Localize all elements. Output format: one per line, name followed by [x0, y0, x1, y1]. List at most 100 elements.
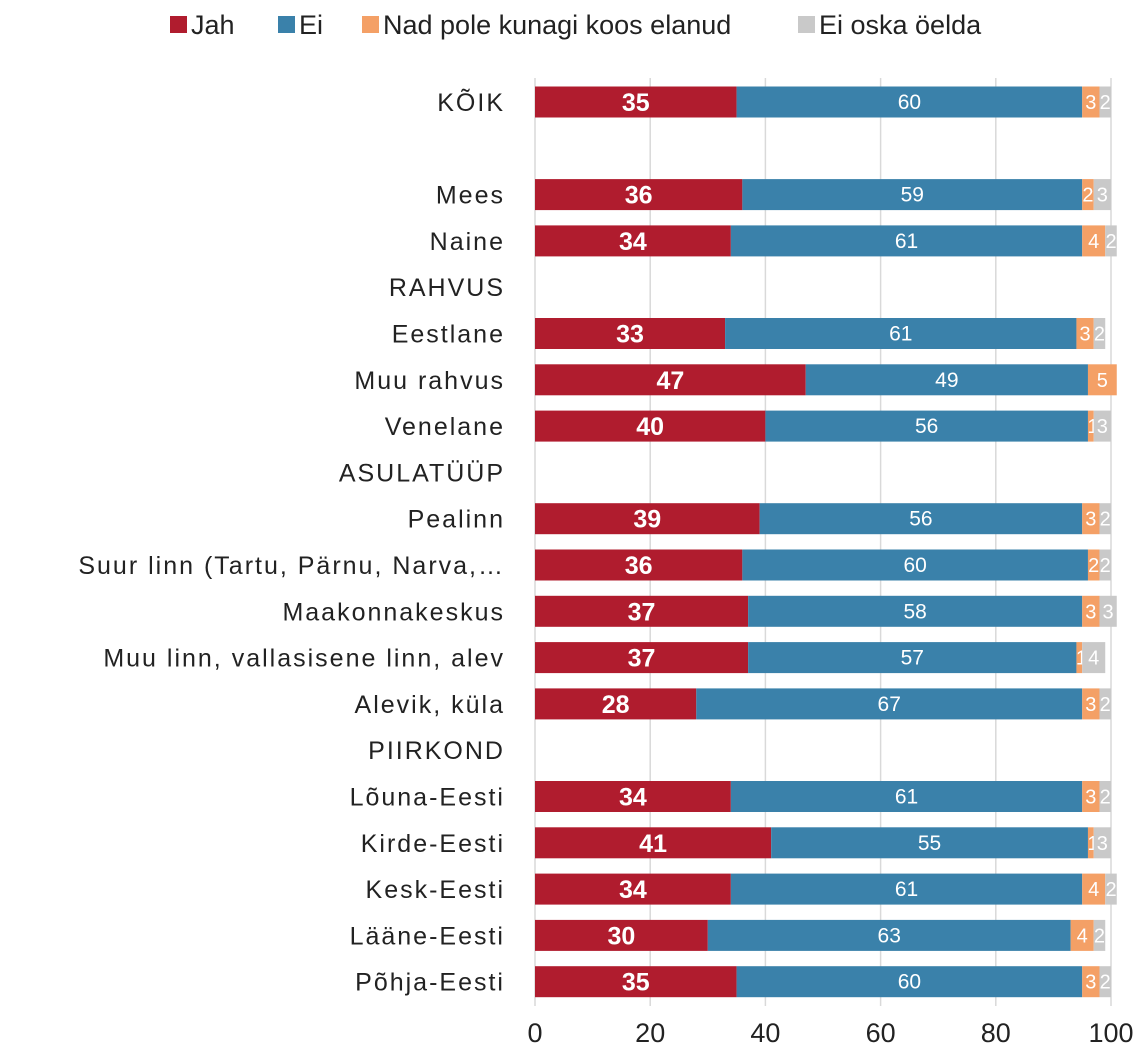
data-label: 3	[1085, 92, 1096, 114]
data-label: 28	[602, 691, 630, 719]
data-label: 56	[909, 508, 932, 531]
data-label: 41	[639, 830, 667, 858]
x-tick-label: 80	[981, 1018, 1011, 1048]
bar-segment	[1099, 966, 1111, 998]
x-axis: 0 20 40 60 80 100	[527, 1018, 1133, 1048]
data-label: 2	[1100, 92, 1111, 114]
data-label: 37	[628, 645, 656, 673]
bar-segment	[707, 919, 1071, 951]
data-label: 2	[1088, 555, 1099, 577]
bar-segment	[535, 966, 737, 998]
bar-segment	[1082, 595, 1100, 627]
bar-segment	[736, 86, 1083, 118]
bar-segment	[1099, 549, 1111, 581]
bar-segment	[1087, 364, 1117, 396]
bar-segment	[535, 827, 772, 859]
category-label: RAHVUS	[389, 274, 505, 302]
category-label: Muu linn, vallasisene linn, alev	[103, 645, 505, 673]
legend-swatch	[170, 16, 187, 33]
data-label: 3	[1085, 694, 1096, 716]
data-label: 3	[1097, 416, 1108, 438]
category-label: Alevik, küla	[355, 691, 505, 719]
legend-label: Ei	[299, 10, 323, 40]
data-label: 0	[1116, 370, 1127, 392]
bar-segment	[725, 318, 1077, 349]
data-label: 2	[1094, 324, 1105, 346]
data-label: 2	[1100, 787, 1111, 809]
data-label: 47	[656, 367, 684, 395]
legend-label: Nad pole kunagi koos elanud	[383, 10, 731, 40]
data-label: 33	[616, 321, 644, 349]
bar-segment	[748, 595, 1083, 627]
data-label: 2	[1100, 509, 1111, 531]
bar-segment	[1093, 827, 1111, 859]
data-label: 40	[636, 413, 664, 441]
bar-segment	[805, 364, 1088, 396]
data-label: 4	[1088, 879, 1099, 901]
bar-segment	[730, 781, 1083, 812]
data-label: 67	[878, 693, 901, 716]
category-label: KÕIK	[437, 88, 505, 117]
bar-segment	[1093, 318, 1106, 349]
data-label: 2	[1100, 972, 1111, 994]
data-label: 3	[1097, 833, 1108, 855]
bar-segment	[748, 642, 1077, 674]
bar-segment	[535, 318, 726, 349]
category-label: Mees	[436, 182, 505, 210]
x-tick-label: 20	[635, 1018, 665, 1048]
legend-swatch	[798, 16, 815, 33]
data-label: 59	[901, 184, 924, 207]
category-label: Põhja-Eesti	[355, 969, 505, 997]
data-label: 1	[1087, 833, 1098, 855]
legend-swatch	[278, 16, 295, 33]
data-label: 3	[1103, 601, 1114, 623]
bar-segment	[1082, 781, 1100, 812]
bar-segment	[1082, 642, 1106, 674]
data-label: 56	[915, 415, 938, 438]
data-label: 61	[895, 786, 918, 809]
bar-segment	[1082, 966, 1100, 998]
bar-segment	[535, 688, 697, 720]
bar-segment	[1070, 919, 1094, 951]
bar-segment	[730, 873, 1083, 905]
bar-segment	[535, 595, 749, 627]
bar-segment	[1099, 503, 1111, 535]
bar-segment	[1099, 781, 1111, 812]
category-label: Suur linn (Tartu, Pärnu, Narva,…	[78, 552, 505, 580]
data-label: 58	[903, 600, 926, 623]
bar-segment	[535, 364, 806, 396]
category-label: Kesk-Eesti	[366, 876, 505, 904]
x-tick-label: 40	[750, 1018, 780, 1048]
data-label: 4	[1088, 648, 1099, 670]
bar-segment	[696, 688, 1083, 720]
data-label: 2	[1105, 879, 1116, 901]
bar-segment	[535, 179, 743, 211]
bar-segment	[535, 549, 743, 581]
category-label: Eestlane	[392, 321, 505, 349]
bar-segment	[730, 225, 1083, 257]
category-label: Venelane	[385, 413, 505, 441]
bar-segment	[1082, 873, 1106, 905]
data-label: 1	[1076, 648, 1087, 670]
data-label: 2	[1082, 185, 1093, 207]
bar-segment	[1076, 642, 1083, 674]
bar-segment	[535, 919, 708, 951]
bar-segment	[742, 549, 1088, 581]
bar-segment	[1082, 86, 1100, 118]
bar-segment	[1093, 410, 1111, 442]
data-label: 39	[633, 506, 661, 534]
data-label: 2	[1100, 555, 1111, 577]
data-label: 60	[903, 554, 926, 577]
data-label: 63	[878, 924, 901, 947]
bar-segment	[736, 966, 1083, 998]
bar-segment	[1082, 179, 1094, 211]
bar-segment	[742, 179, 1083, 211]
bar-segment	[1105, 225, 1117, 257]
bar-segment	[1082, 225, 1106, 257]
data-label: 35	[622, 969, 650, 997]
data-label: 3	[1085, 509, 1096, 531]
legend-swatch	[362, 16, 379, 33]
